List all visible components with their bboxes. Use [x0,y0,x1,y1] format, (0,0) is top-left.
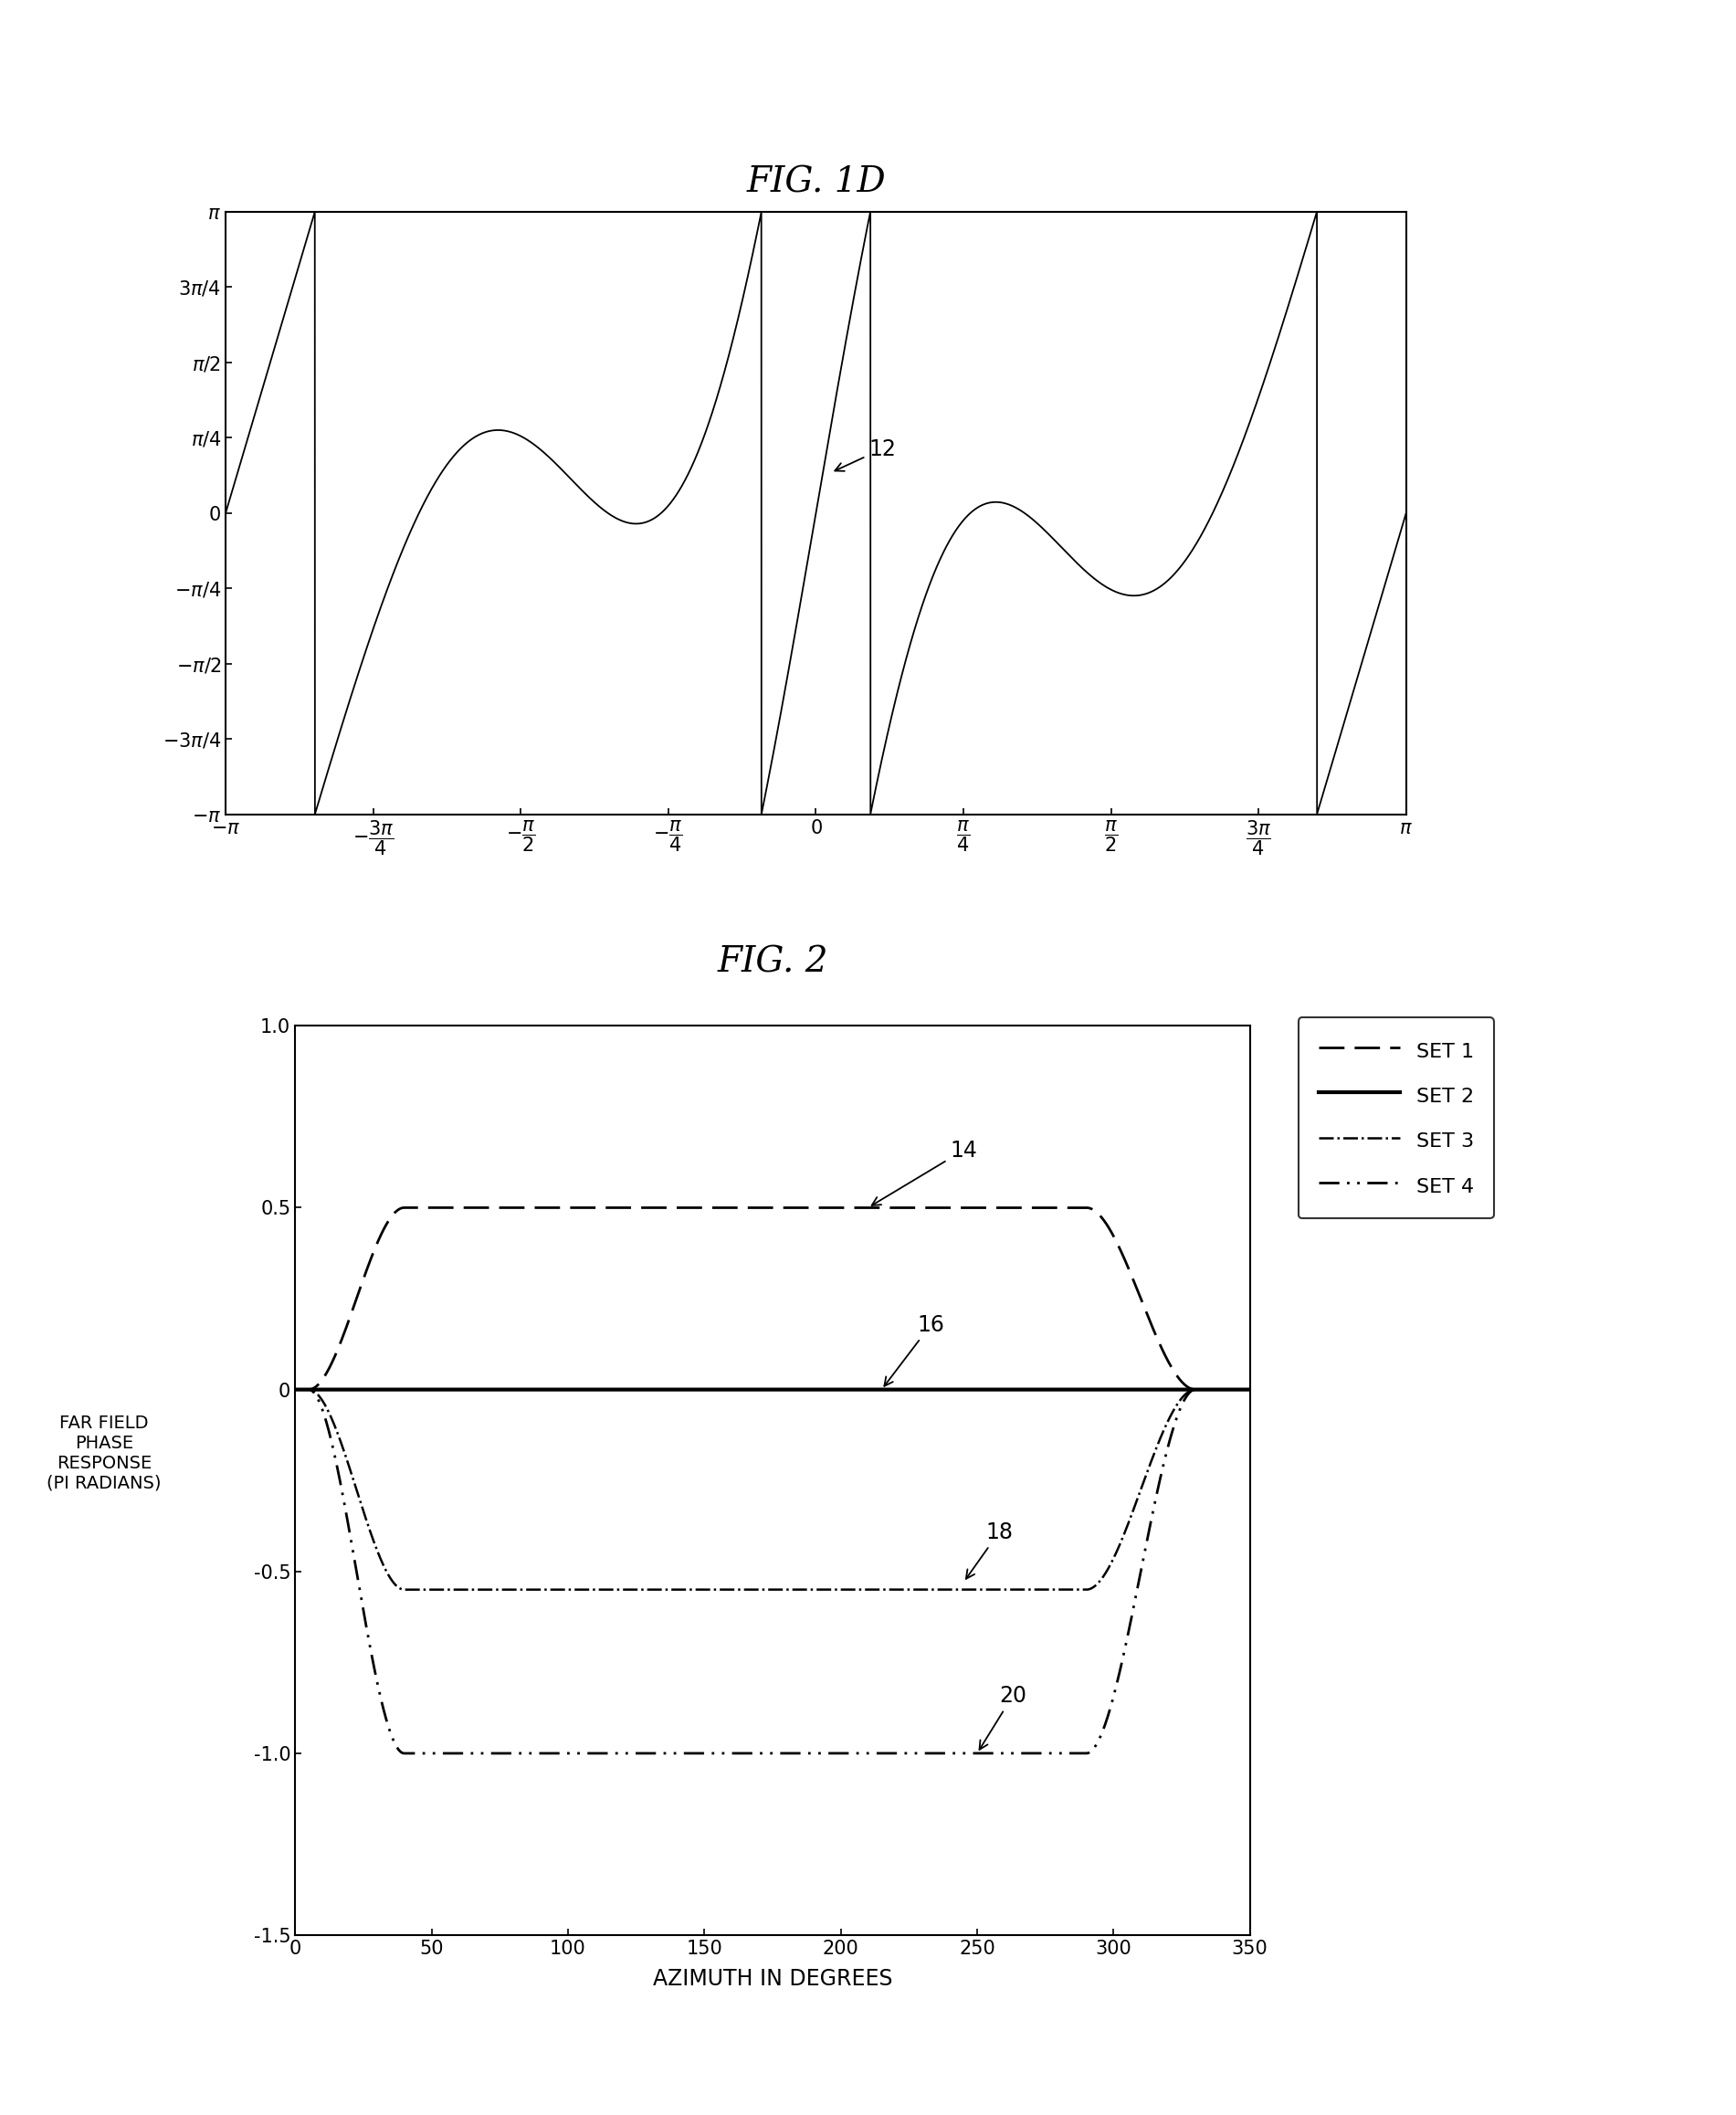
SET 1 [535,1195,556,1220]
SET 3 [335,1442,356,1468]
Line: SET 3: SET 3 [295,1390,1250,1590]
SET 1 [746,1195,767,1220]
SET 4 [665,1741,686,1766]
SET 3 [394,1578,415,1603]
SET 1 [930,1195,951,1220]
SET 4 [335,1495,356,1521]
SET 4 [1240,1377,1260,1402]
Line: SET 1: SET 1 [295,1208,1250,1390]
Text: 20: 20 [979,1686,1026,1749]
SET 2 [665,1377,686,1402]
SET 3 [746,1578,767,1603]
SET 3 [285,1377,306,1402]
SET 2 [535,1377,556,1402]
SET 2 [646,1377,667,1402]
Y-axis label: FAR FIELD
PHASE
RESPONSE
(PI RADIANS): FAR FIELD PHASE RESPONSE (PI RADIANS) [47,1415,161,1491]
SET 3 [665,1578,686,1603]
SET 3 [1240,1377,1260,1402]
Text: FIG. 2: FIG. 2 [717,945,828,979]
Text: 16: 16 [884,1313,944,1385]
SET 1 [394,1195,415,1220]
SET 2 [746,1377,767,1402]
SET 3 [535,1578,556,1603]
Text: 18: 18 [965,1521,1012,1578]
SET 1 [285,1377,306,1402]
Text: 14: 14 [871,1140,977,1206]
SET 2 [335,1377,356,1402]
SET 2 [285,1377,306,1402]
Title: FIG. 1D: FIG. 1D [746,165,885,199]
SET 4 [535,1741,556,1766]
X-axis label: AZIMUTH IN DEGREES: AZIMUTH IN DEGREES [653,1969,892,1990]
SET 2 [930,1377,951,1402]
Legend: SET 1, SET 2, SET 3, SET 4: SET 1, SET 2, SET 3, SET 4 [1299,1017,1495,1218]
SET 4 [646,1741,667,1766]
SET 4 [930,1741,951,1766]
SET 1 [665,1195,686,1220]
SET 4 [285,1377,306,1402]
SET 1 [1240,1377,1260,1402]
SET 3 [930,1578,951,1603]
SET 1 [335,1318,356,1343]
SET 3 [646,1578,667,1603]
SET 4 [746,1741,767,1766]
Text: 12: 12 [835,438,896,472]
SET 2 [1240,1377,1260,1402]
SET 1 [646,1195,667,1220]
SET 4 [394,1741,415,1766]
Line: SET 4: SET 4 [295,1390,1250,1753]
